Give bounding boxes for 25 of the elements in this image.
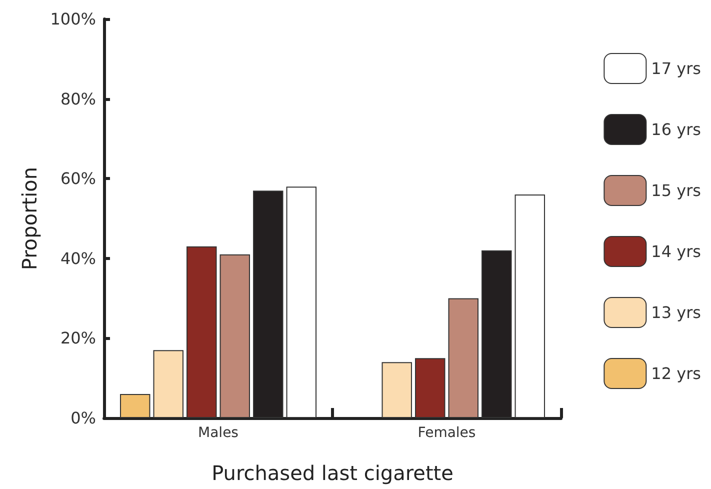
bar (415, 358, 446, 418)
bar (186, 246, 217, 418)
bar (153, 350, 184, 418)
x-tick-label: Males (198, 425, 238, 441)
y-tick-label: 40% (60, 248, 96, 268)
bar (286, 186, 317, 418)
bar (220, 254, 250, 418)
bar (448, 298, 478, 418)
y-axis-title: Proportion (17, 166, 42, 270)
y-tick-label: 0% (70, 408, 96, 428)
legend-label: 15 yrs (651, 181, 701, 200)
legend-label: 17 yrs (651, 59, 701, 78)
x-axis-title: Purchased last cigarette (212, 461, 454, 485)
legend-label: 16 yrs (651, 120, 701, 139)
y-tick-label: 20% (60, 328, 96, 348)
bar (514, 194, 546, 418)
x-tick-label: Females (418, 425, 476, 441)
y-tick-label: 100% (50, 10, 96, 28)
y-tick-label: 80% (60, 89, 96, 108)
legend-label: 13 yrs (651, 303, 701, 322)
legend-label: 12 yrs (651, 364, 701, 383)
y-tick-label: 60% (60, 169, 96, 188)
legend-label: 14 yrs (651, 242, 701, 261)
bar (382, 362, 412, 418)
bar (120, 394, 150, 418)
